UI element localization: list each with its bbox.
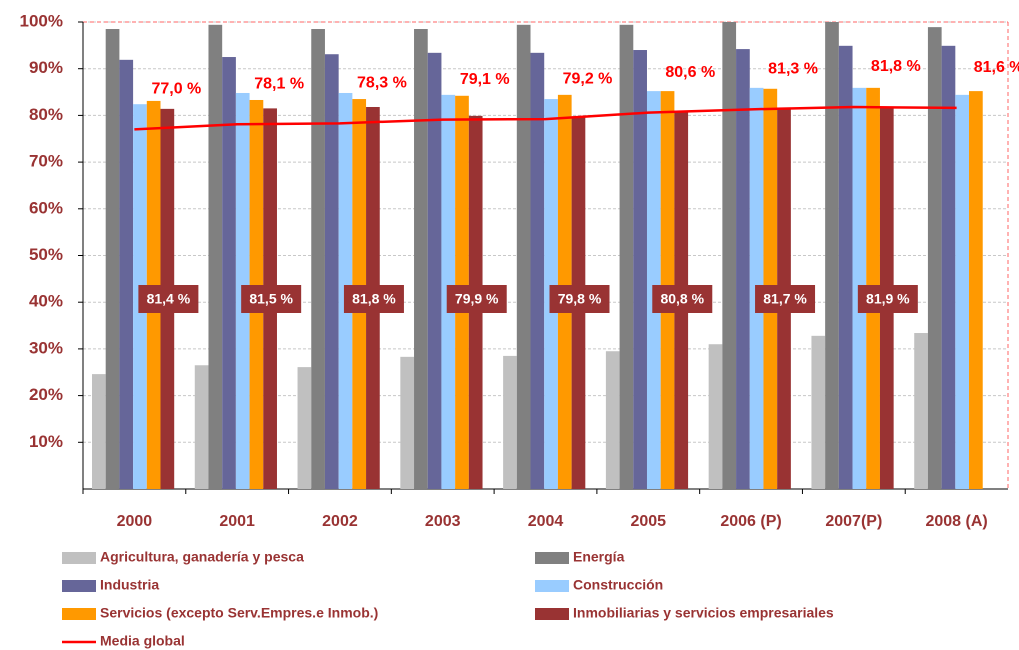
- x-tick-label: 2001: [219, 513, 255, 530]
- legend-swatch: [62, 608, 96, 620]
- bar: [969, 91, 983, 489]
- bar: [400, 356, 415, 489]
- data-label: 81,8 %: [352, 291, 396, 307]
- label-box: [755, 285, 816, 313]
- data-label: 81,4 %: [147, 291, 191, 307]
- label-box: [857, 285, 918, 313]
- y-tick-label: 40%: [29, 292, 63, 311]
- bar: [208, 24, 223, 489]
- data-label: 80,6 %: [665, 64, 715, 81]
- bar: [297, 367, 312, 489]
- data-label: 81,5 %: [249, 291, 293, 307]
- data-label: 79,1 %: [460, 71, 510, 88]
- legend-label: Media global: [100, 633, 185, 649]
- data-label: 81,8 %: [871, 58, 921, 75]
- x-tick-label: 2007(P): [825, 513, 882, 530]
- bar: [619, 24, 634, 489]
- y-tick-label: 30%: [29, 338, 63, 357]
- x-tick-label: 2000: [117, 513, 153, 530]
- legend-swatch: [62, 552, 96, 564]
- y-tick-label: 70%: [29, 152, 63, 171]
- bar: [941, 45, 956, 489]
- x-tick-label: 2004: [528, 513, 564, 530]
- line: [134, 105, 957, 131]
- bar: [530, 52, 545, 490]
- legend-label: Servicios (excepto Serv.Empres.e Inmob.): [100, 605, 378, 621]
- legend-swatch: [535, 580, 569, 592]
- bar: [927, 27, 942, 490]
- y-tick-label: 100%: [20, 11, 63, 30]
- legend-swatch: [62, 580, 96, 592]
- bar: [427, 52, 442, 490]
- bar: [194, 365, 209, 489]
- legend-swatch: [535, 608, 569, 620]
- legend-swatch: [535, 552, 569, 564]
- y-tick-label: 80%: [29, 105, 63, 124]
- x-tick-label: 2002: [322, 513, 358, 530]
- bar: [605, 351, 620, 489]
- bar: [105, 29, 120, 489]
- data-label: 79,8 %: [558, 291, 602, 307]
- bar: [736, 49, 750, 489]
- data-label: 78,3 %: [357, 75, 407, 92]
- x-tick-label: 2006 (P): [720, 513, 781, 530]
- bar: [119, 59, 134, 490]
- label-box: [138, 285, 199, 313]
- data-label: 79,9 %: [455, 291, 499, 307]
- x-tick-label: 2003: [425, 513, 461, 530]
- label-box: [549, 285, 610, 313]
- bar: [914, 333, 928, 489]
- label-box: [446, 285, 507, 313]
- x-tick-label: 2008 (A): [925, 513, 987, 530]
- bar: [222, 57, 236, 490]
- bar: [414, 29, 428, 489]
- data-label: 80,8 %: [660, 291, 704, 307]
- legend-label: Agricultura, ganadería y pesca: [100, 549, 304, 565]
- y-tick-label: 90%: [29, 58, 63, 77]
- y-tick-label: 60%: [29, 198, 63, 217]
- bar: [811, 335, 826, 489]
- legend-label: Construcción: [573, 577, 663, 593]
- legend-label: Industria: [100, 577, 159, 593]
- bar: [92, 374, 106, 489]
- bar: [722, 22, 737, 489]
- x-tick-label: 2005: [630, 513, 666, 530]
- label-box: [241, 285, 302, 313]
- bar: [503, 355, 517, 489]
- data-label: 81,3 %: [768, 61, 818, 78]
- bar: [955, 94, 970, 490]
- y-tick-label: 20%: [29, 385, 63, 404]
- legend-label: Inmobiliarias y servicios empresariales: [573, 605, 834, 621]
- bar: [708, 344, 723, 489]
- data-label: 77,0 %: [151, 81, 201, 98]
- data-label: 79,2 %: [563, 70, 613, 87]
- legend-label: Energía: [573, 549, 625, 565]
- data-label: 78,1 %: [254, 75, 304, 92]
- data-label: 81,6 %: [974, 59, 1019, 76]
- data-label: 81,7 %: [763, 291, 807, 307]
- bar: [311, 29, 325, 489]
- bar: [825, 22, 839, 489]
- label-box: [652, 285, 713, 313]
- y-tick-label: 10%: [29, 432, 63, 451]
- label-box: [343, 285, 404, 313]
- bar: [516, 24, 531, 489]
- y-tick-label: 50%: [29, 245, 63, 264]
- bar: [838, 45, 853, 489]
- bar: [633, 50, 647, 490]
- data-label: 81,9 %: [866, 291, 910, 307]
- bar: [324, 54, 339, 490]
